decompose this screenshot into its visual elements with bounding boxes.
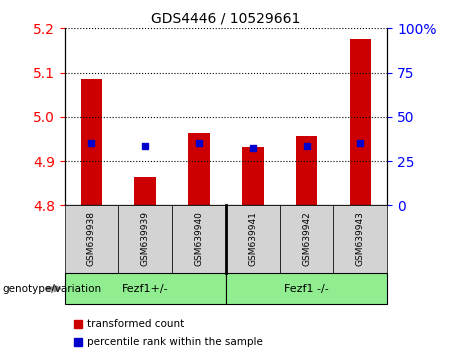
Text: Fezf1 -/-: Fezf1 -/-	[284, 284, 329, 293]
Text: GSM639940: GSM639940	[195, 211, 203, 267]
Text: genotype/variation: genotype/variation	[2, 284, 101, 293]
Text: GSM639941: GSM639941	[248, 211, 257, 267]
Bar	[296, 136, 317, 205]
Bar	[188, 133, 210, 205]
Text: Fezf1+/-: Fezf1+/-	[122, 284, 169, 293]
Text: transformed count: transformed count	[87, 319, 184, 329]
Text: GSM639943: GSM639943	[356, 211, 365, 267]
Bar	[81, 79, 102, 205]
Text: GSM639942: GSM639942	[302, 212, 311, 266]
Bar	[242, 147, 264, 205]
Text: GSM639939: GSM639939	[141, 211, 150, 267]
Title: GDS4446 / 10529661: GDS4446 / 10529661	[151, 12, 301, 26]
Bar	[135, 177, 156, 205]
Bar	[349, 39, 371, 205]
Text: GSM639938: GSM639938	[87, 211, 96, 267]
Text: percentile rank within the sample: percentile rank within the sample	[87, 337, 263, 347]
